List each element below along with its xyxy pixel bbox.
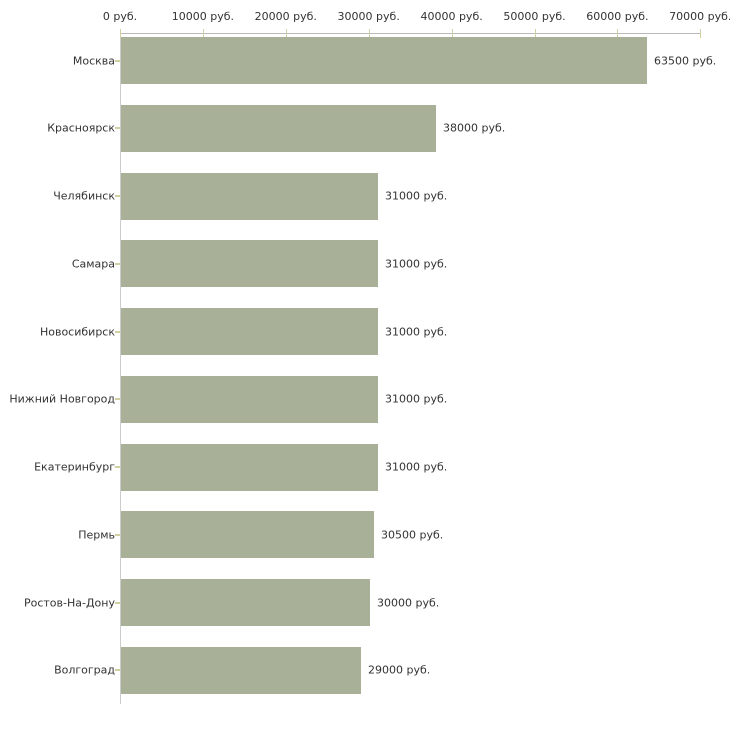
- value-label: 63500 руб.: [654, 54, 717, 67]
- x-axis-tick-mark: [452, 29, 453, 38]
- category-label: Новосибирск: [39, 325, 115, 338]
- category-label: Красноярск: [47, 121, 115, 135]
- y-axis-tick-mark: [115, 195, 120, 197]
- y-axis-tick-mark: [115, 127, 120, 129]
- x-axis-tick-mark: [203, 29, 204, 38]
- y-axis-tick-mark: [115, 466, 120, 468]
- value-label: 29000 руб.: [368, 663, 431, 677]
- x-axis-tick-label: 70000 руб.: [669, 10, 730, 23]
- y-axis-tick-mark: [115, 602, 120, 604]
- y-axis-tick-mark: [115, 263, 120, 265]
- bar: [121, 37, 647, 84]
- x-axis-tick-label: 0 руб.: [102, 10, 138, 23]
- bar: [121, 105, 436, 152]
- x-axis-tick-label: 10000 руб.: [171, 10, 235, 23]
- x-axis-tick-mark: [617, 29, 618, 38]
- value-label: 31000 руб.: [385, 460, 448, 474]
- category-label: Нижний Новгород: [9, 392, 115, 406]
- y-axis-tick-mark: [115, 60, 120, 62]
- y-axis-tick-mark: [115, 669, 120, 671]
- bar: [121, 376, 378, 423]
- value-label: 38000 руб.: [443, 121, 506, 135]
- x-axis-tick-label: 20000 руб.: [254, 10, 317, 23]
- value-label: 30500 руб.: [381, 528, 444, 542]
- bar: [121, 444, 378, 491]
- bar: [121, 240, 378, 287]
- bar: [121, 511, 374, 558]
- category-label: Челябинск: [53, 189, 115, 203]
- x-axis-tick-mark: [369, 29, 370, 38]
- category-label: Самара: [71, 257, 115, 271]
- value-label: 31000 руб.: [385, 325, 448, 338]
- category-label: Пермь: [78, 528, 115, 542]
- x-axis-line: [120, 33, 702, 34]
- value-label: 30000 руб.: [377, 596, 440, 609]
- bar: [121, 308, 378, 355]
- value-label: 31000 руб.: [385, 392, 448, 406]
- x-axis-tick-mark: [120, 29, 121, 38]
- x-axis-tick-label: 60000 руб.: [586, 10, 649, 23]
- value-label: 31000 руб.: [385, 257, 448, 271]
- y-axis-tick-mark: [115, 534, 120, 536]
- bar: [121, 579, 370, 626]
- category-label: Москва: [72, 54, 115, 67]
- x-axis-tick-mark: [535, 29, 536, 38]
- x-axis-tick-label: 40000 руб.: [420, 10, 483, 23]
- x-axis-tick-mark: [286, 29, 287, 38]
- x-axis-tick-mark: [700, 29, 701, 38]
- category-label: Екатеринбург: [34, 460, 115, 474]
- bar: [121, 647, 361, 694]
- category-label: Волгоград: [54, 663, 115, 677]
- y-axis-tick-mark: [115, 331, 120, 333]
- y-axis-tick-mark: [115, 398, 120, 400]
- y-axis-line: [120, 33, 121, 704]
- x-axis-tick-label: 30000 руб.: [337, 10, 400, 23]
- value-label: 31000 руб.: [385, 189, 448, 203]
- bar: [121, 173, 378, 220]
- x-axis-tick-label: 50000 руб.: [503, 10, 566, 23]
- category-label: Ростов-На-Дону: [23, 596, 115, 609]
